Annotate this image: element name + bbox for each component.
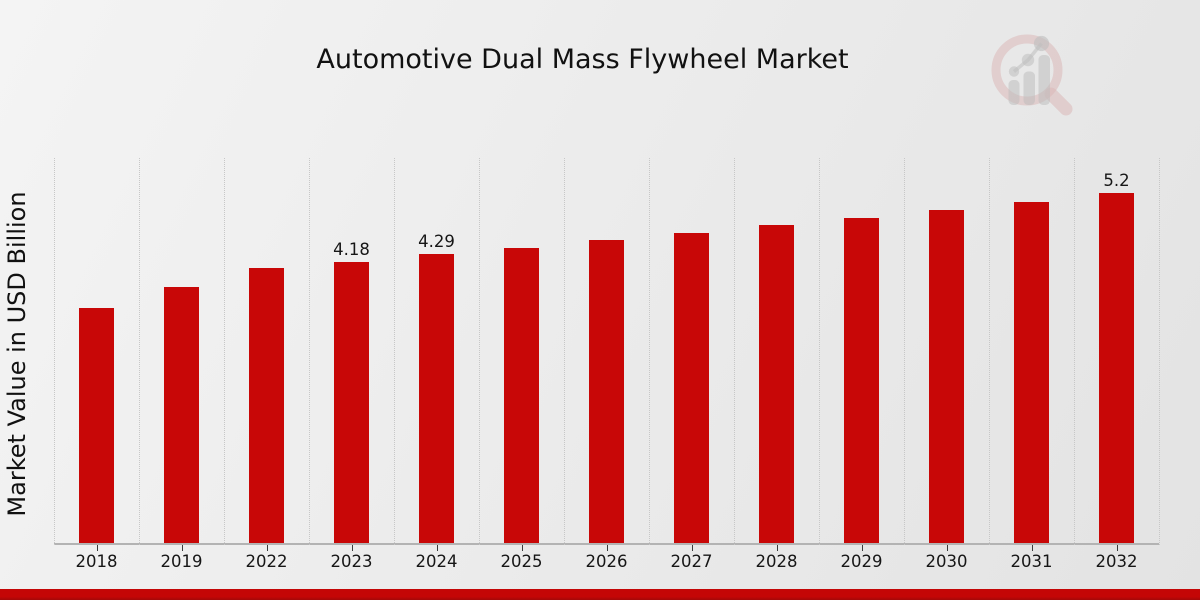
plot-gridline — [394, 158, 395, 545]
bar — [844, 218, 879, 543]
magnifier-bar-chart-logo-icon — [991, 34, 1073, 116]
x-axis-tick — [351, 545, 353, 551]
plot-gridline — [989, 158, 990, 545]
plot-gridline — [1159, 158, 1160, 545]
bar — [334, 262, 369, 543]
bar — [164, 287, 199, 543]
x-axis-tick-label: 2031 — [1010, 552, 1053, 571]
bar — [929, 210, 964, 543]
bar — [1099, 193, 1134, 543]
plot-gridline — [54, 158, 55, 545]
x-axis-tick — [691, 545, 693, 551]
plot-gridline — [479, 158, 480, 545]
x-axis-tick — [266, 545, 268, 551]
plot-gridline — [819, 158, 820, 545]
x-axis-tick — [776, 545, 778, 551]
bar — [759, 225, 794, 543]
x-axis-tick-label: 2019 — [160, 552, 203, 571]
x-axis-tick — [436, 545, 438, 551]
bar — [1014, 202, 1049, 543]
x-axis-tick-label: 2028 — [755, 552, 798, 571]
bar — [589, 240, 624, 543]
bar — [249, 268, 284, 543]
bar — [504, 248, 539, 543]
plot-gridline — [1074, 158, 1075, 545]
x-axis-tick-label: 2022 — [245, 552, 288, 571]
bar-value-label: 4.18 — [333, 240, 370, 259]
plot-gridline — [139, 158, 140, 545]
plot-gridline — [224, 158, 225, 545]
bar — [79, 308, 114, 543]
x-axis-tick — [946, 545, 948, 551]
x-axis-tick — [521, 545, 523, 551]
x-axis-tick-label: 2018 — [75, 552, 118, 571]
x-axis-tick-label: 2029 — [840, 552, 883, 571]
x-axis-tick-label: 2024 — [415, 552, 458, 571]
plot-gridline — [564, 158, 565, 545]
bar-value-label: 4.29 — [418, 232, 455, 251]
bar-value-label: 5.2 — [1103, 171, 1130, 190]
x-axis-tick-label: 2025 — [500, 552, 543, 571]
x-axis-tick-label: 2026 — [585, 552, 628, 571]
x-axis-tick-label: 2032 — [1095, 552, 1138, 571]
chart-title: Automotive Dual Mass Flywheel Market — [316, 44, 849, 75]
x-axis-tick — [181, 545, 183, 551]
x-axis-tick — [606, 545, 608, 551]
bar — [419, 254, 454, 543]
x-axis-tick-label: 2023 — [330, 552, 373, 571]
plot-gridline — [649, 158, 650, 545]
x-axis-tick — [1031, 545, 1033, 551]
x-axis-tick-label: 2030 — [925, 552, 968, 571]
bar — [674, 233, 709, 543]
x-axis-tick — [861, 545, 863, 551]
bar-chart-plot-area: 2018 2019 2022 2023 4.18 2024 4.29 2025 2026 2027… — [54, 158, 1160, 571]
y-axis-label: Market Value in USD Billion — [3, 191, 31, 517]
x-axis-tick-label: 2027 — [670, 552, 713, 571]
x-axis-tick — [1116, 545, 1118, 551]
plot-gridline — [309, 158, 310, 545]
x-axis-tick — [96, 545, 98, 551]
footer-red-band — [0, 589, 1200, 600]
plot-gridline — [904, 158, 905, 545]
plot-gridline — [734, 158, 735, 545]
